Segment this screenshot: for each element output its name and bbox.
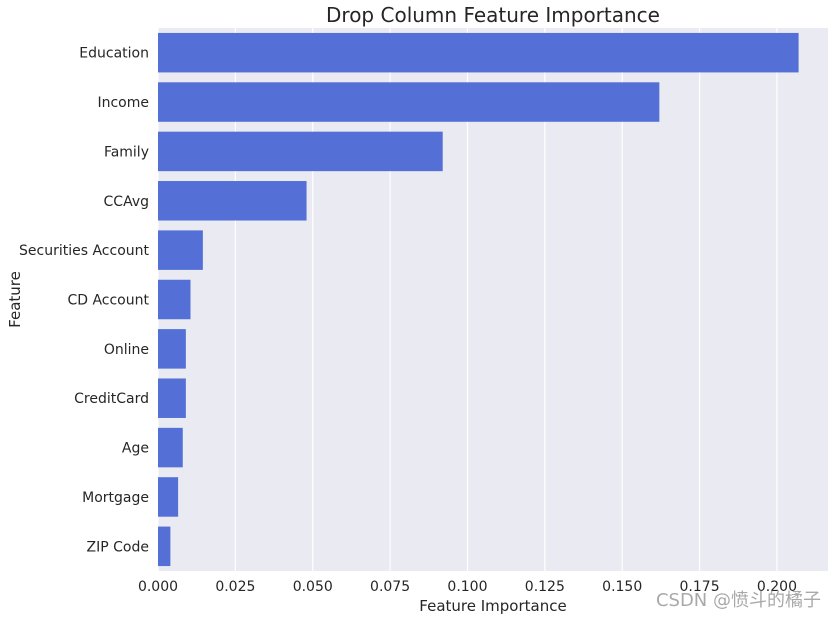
x-tick-label: 0.175 — [680, 579, 720, 595]
bar-age — [158, 427, 183, 468]
y-tick-label: ZIP Code — [87, 539, 149, 555]
bar-zip-code — [158, 526, 171, 567]
x-axis-label: Feature Importance — [419, 597, 566, 615]
x-tick-label: 0.050 — [293, 579, 333, 595]
watermark-text: CSDN @愤斗的橘子 — [655, 590, 821, 611]
y-tick-label: CD Account — [67, 293, 149, 309]
x-tick-label: 0.100 — [447, 579, 487, 595]
y-tick-label: Family — [104, 144, 149, 160]
y-tick-label: Securities Account — [19, 243, 149, 259]
y-tick-labels: Education Income Family CCAvg Securities Acc… — [19, 46, 149, 556]
y-tick-label: Education — [79, 46, 149, 62]
bar-mortgage — [158, 477, 179, 517]
x-tick-label: 0.200 — [757, 579, 797, 595]
bar-online — [158, 329, 186, 369]
bar-education — [158, 32, 799, 73]
y-tick-label: Mortgage — [82, 490, 149, 506]
bar-cd-account — [158, 279, 191, 320]
bars — [158, 32, 799, 567]
y-tick-label: CCAvg — [104, 194, 149, 210]
y-tick-label: Age — [122, 441, 149, 457]
bar-securities-account — [158, 230, 203, 270]
x-tick-label: 0.000 — [138, 579, 178, 595]
bar-family — [158, 131, 443, 172]
x-tick-label: 0.075 — [370, 579, 410, 595]
y-axis-label: Feature — [6, 271, 24, 328]
y-tick-label: CreditCard — [74, 391, 149, 407]
y-tick-label: Online — [104, 342, 149, 358]
bar-income — [158, 82, 660, 122]
bar-creditcard — [158, 378, 186, 418]
chart-title: Drop Column Feature Importance — [326, 3, 660, 27]
x-tick-label: 0.025 — [215, 579, 255, 595]
x-tick-label: 0.125 — [525, 579, 565, 595]
bar-ccavg — [158, 181, 307, 221]
y-tick-label: Income — [97, 95, 149, 111]
x-tick-labels: 0.000 0.025 0.050 0.075 0.100 0.125 0.150 0.175… — [138, 579, 797, 595]
x-tick-label: 0.150 — [602, 579, 642, 595]
